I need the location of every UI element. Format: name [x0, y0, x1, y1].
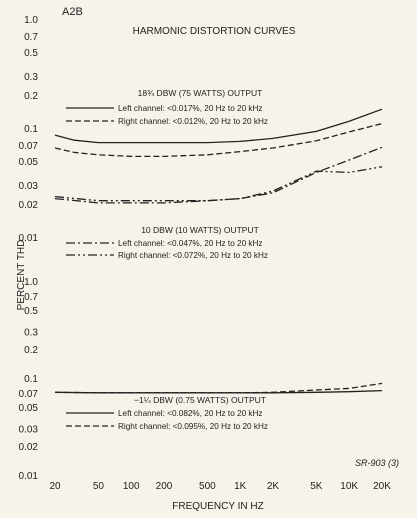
y-tick-label: 0.7 — [24, 292, 38, 303]
y-tick-label: 0.2 — [24, 345, 38, 356]
x-tick-label: 5K — [310, 481, 323, 492]
legend-entry: Left channel: <0.017%, 20 Hz to 20 kHz — [118, 104, 263, 113]
series-line — [54, 382, 383, 394]
y-tick-label: 1.0 — [24, 15, 38, 26]
y-tick-label: 1.0 — [24, 277, 38, 288]
x-tick-label: 10K — [340, 481, 358, 492]
legend-entry: Left channel: <0.047%, 20 Hz to 20 kHz — [118, 239, 263, 248]
y-tick-label: 0.5 — [24, 48, 38, 59]
credit-label: SR-903 (3) — [355, 458, 399, 468]
figure-tag: A2B — [62, 6, 83, 18]
y-tick-label: 0.05 — [19, 403, 39, 414]
x-tick-label: 100 — [123, 481, 140, 492]
y-tick-label: 0.02 — [19, 442, 39, 453]
panel-heading: 18¾ DBW (75 WATTS) OUTPUT — [138, 88, 263, 98]
y-tick-label: 0.1 — [24, 374, 38, 385]
x-tick-label: 2K — [267, 481, 280, 492]
y-tick-label: 0.07 — [19, 141, 39, 152]
x-tick-label: 20 — [49, 481, 61, 492]
y-tick-label: 0.05 — [19, 157, 39, 168]
y-tick-label: 0.02 — [19, 200, 39, 211]
x-tick-label: 50 — [93, 481, 105, 492]
legend-entry: Right channel: <0.072%, 20 Hz to 20 kHz — [118, 251, 268, 260]
panel-heading: 10 DBW (10 WATTS) OUTPUT — [141, 225, 259, 235]
y-tick-label: 0.2 — [24, 91, 38, 102]
series-line — [54, 146, 383, 204]
x-tick-label: 20K — [373, 481, 391, 492]
y-tick-label: 0.3 — [24, 72, 38, 83]
y-tick-label: 0.03 — [19, 425, 39, 436]
y-tick-label: 0.07 — [19, 389, 39, 400]
x-tick-label: 200 — [156, 481, 173, 492]
y-tick-label: 0.3 — [24, 328, 38, 339]
series-line — [54, 122, 383, 158]
y-tick-label: 0.7 — [24, 32, 38, 43]
legend-entry: Right channel: <0.095%, 20 Hz to 20 kHz — [118, 422, 268, 431]
series-line — [54, 166, 383, 202]
y-tick-label: 0.1 — [24, 124, 38, 135]
series-line — [54, 108, 383, 144]
x-axis-label: FREQUENCY IN HZ — [172, 501, 264, 512]
y-tick-label: 0.03 — [19, 181, 39, 192]
y-tick-label: 0.01 — [19, 233, 39, 244]
x-tick-label: 1K — [234, 481, 247, 492]
chart-title: HARMONIC DISTORTION CURVES — [133, 26, 296, 37]
x-tick-label: 500 — [199, 481, 216, 492]
y-axis-label: PERCENT THD — [16, 240, 27, 311]
legend-entry: Right channel: <0.012%, 20 Hz to 20 kHz — [118, 117, 268, 126]
legend-entry: Left channel: <0.082%, 20 Hz to 20 kHz — [118, 409, 263, 418]
y-tick-label: 0.5 — [24, 306, 38, 317]
panel-heading: −1¼ DBW (0.75 WATTS) OUTPUT — [134, 395, 266, 405]
y-tick-label: 0.01 — [19, 471, 39, 482]
